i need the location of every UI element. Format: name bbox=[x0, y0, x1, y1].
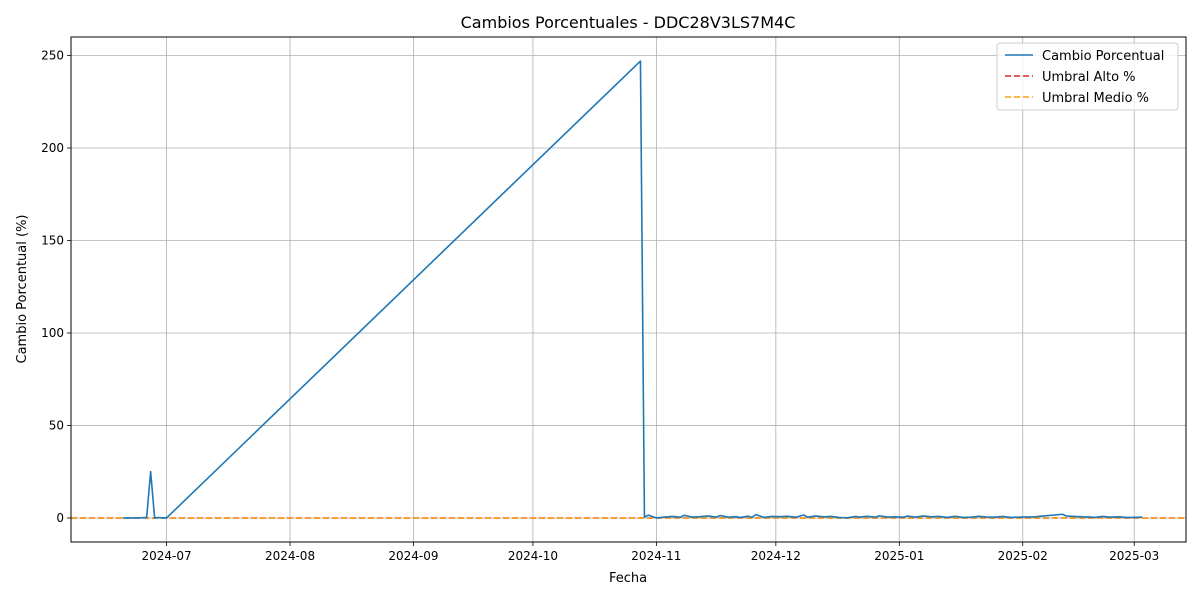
x-tick-label: 2024-12 bbox=[751, 549, 801, 563]
x-tick-label: 2024-09 bbox=[388, 549, 438, 563]
x-tick-label: 2025-01 bbox=[874, 549, 924, 563]
series-layer bbox=[122, 60, 1143, 519]
chart-title: Cambios Porcentuales - DDC28V3LS7M4C bbox=[461, 13, 796, 32]
x-tick-label: 2024-07 bbox=[142, 549, 192, 563]
x-tick-label: 2025-02 bbox=[998, 549, 1048, 563]
x-tick-label: 2025-03 bbox=[1109, 549, 1159, 563]
y-tick-label: 250 bbox=[41, 48, 64, 62]
plot-area-frame bbox=[70, 36, 1187, 543]
legend: Cambio Porcentual Umbral Alto % Umbral M… bbox=[996, 42, 1179, 111]
y-axis-title: Cambio Porcentual (%) bbox=[15, 215, 30, 364]
y-tick-label: 50 bbox=[49, 418, 64, 432]
y-axis-ticks: 0 50 100 150 200 250 bbox=[41, 48, 71, 525]
y-tick-label: 0 bbox=[56, 511, 64, 525]
legend-label-umbral-medio: Umbral Medio % bbox=[1042, 91, 1149, 106]
y-tick-label: 150 bbox=[41, 233, 64, 247]
legend-label-umbral-alto: Umbral Alto % bbox=[1042, 70, 1136, 85]
x-tick-label: 2024-10 bbox=[508, 549, 558, 563]
cambio-porcentual-line bbox=[122, 60, 1143, 519]
x-axis-title: Fecha bbox=[609, 571, 647, 586]
x-axis-ticks: 2024-07 2024-08 2024-09 2024-10 2024-11 2024-… bbox=[142, 542, 1159, 563]
legend-box bbox=[996, 42, 1179, 111]
x-tick-label: 2024-08 bbox=[265, 549, 315, 563]
legend-label-cambio: Cambio Porcentual bbox=[1042, 49, 1164, 64]
x-tick-label: 2024-11 bbox=[631, 549, 681, 563]
y-tick-label: 200 bbox=[41, 141, 64, 155]
y-tick-label: 100 bbox=[41, 326, 64, 340]
